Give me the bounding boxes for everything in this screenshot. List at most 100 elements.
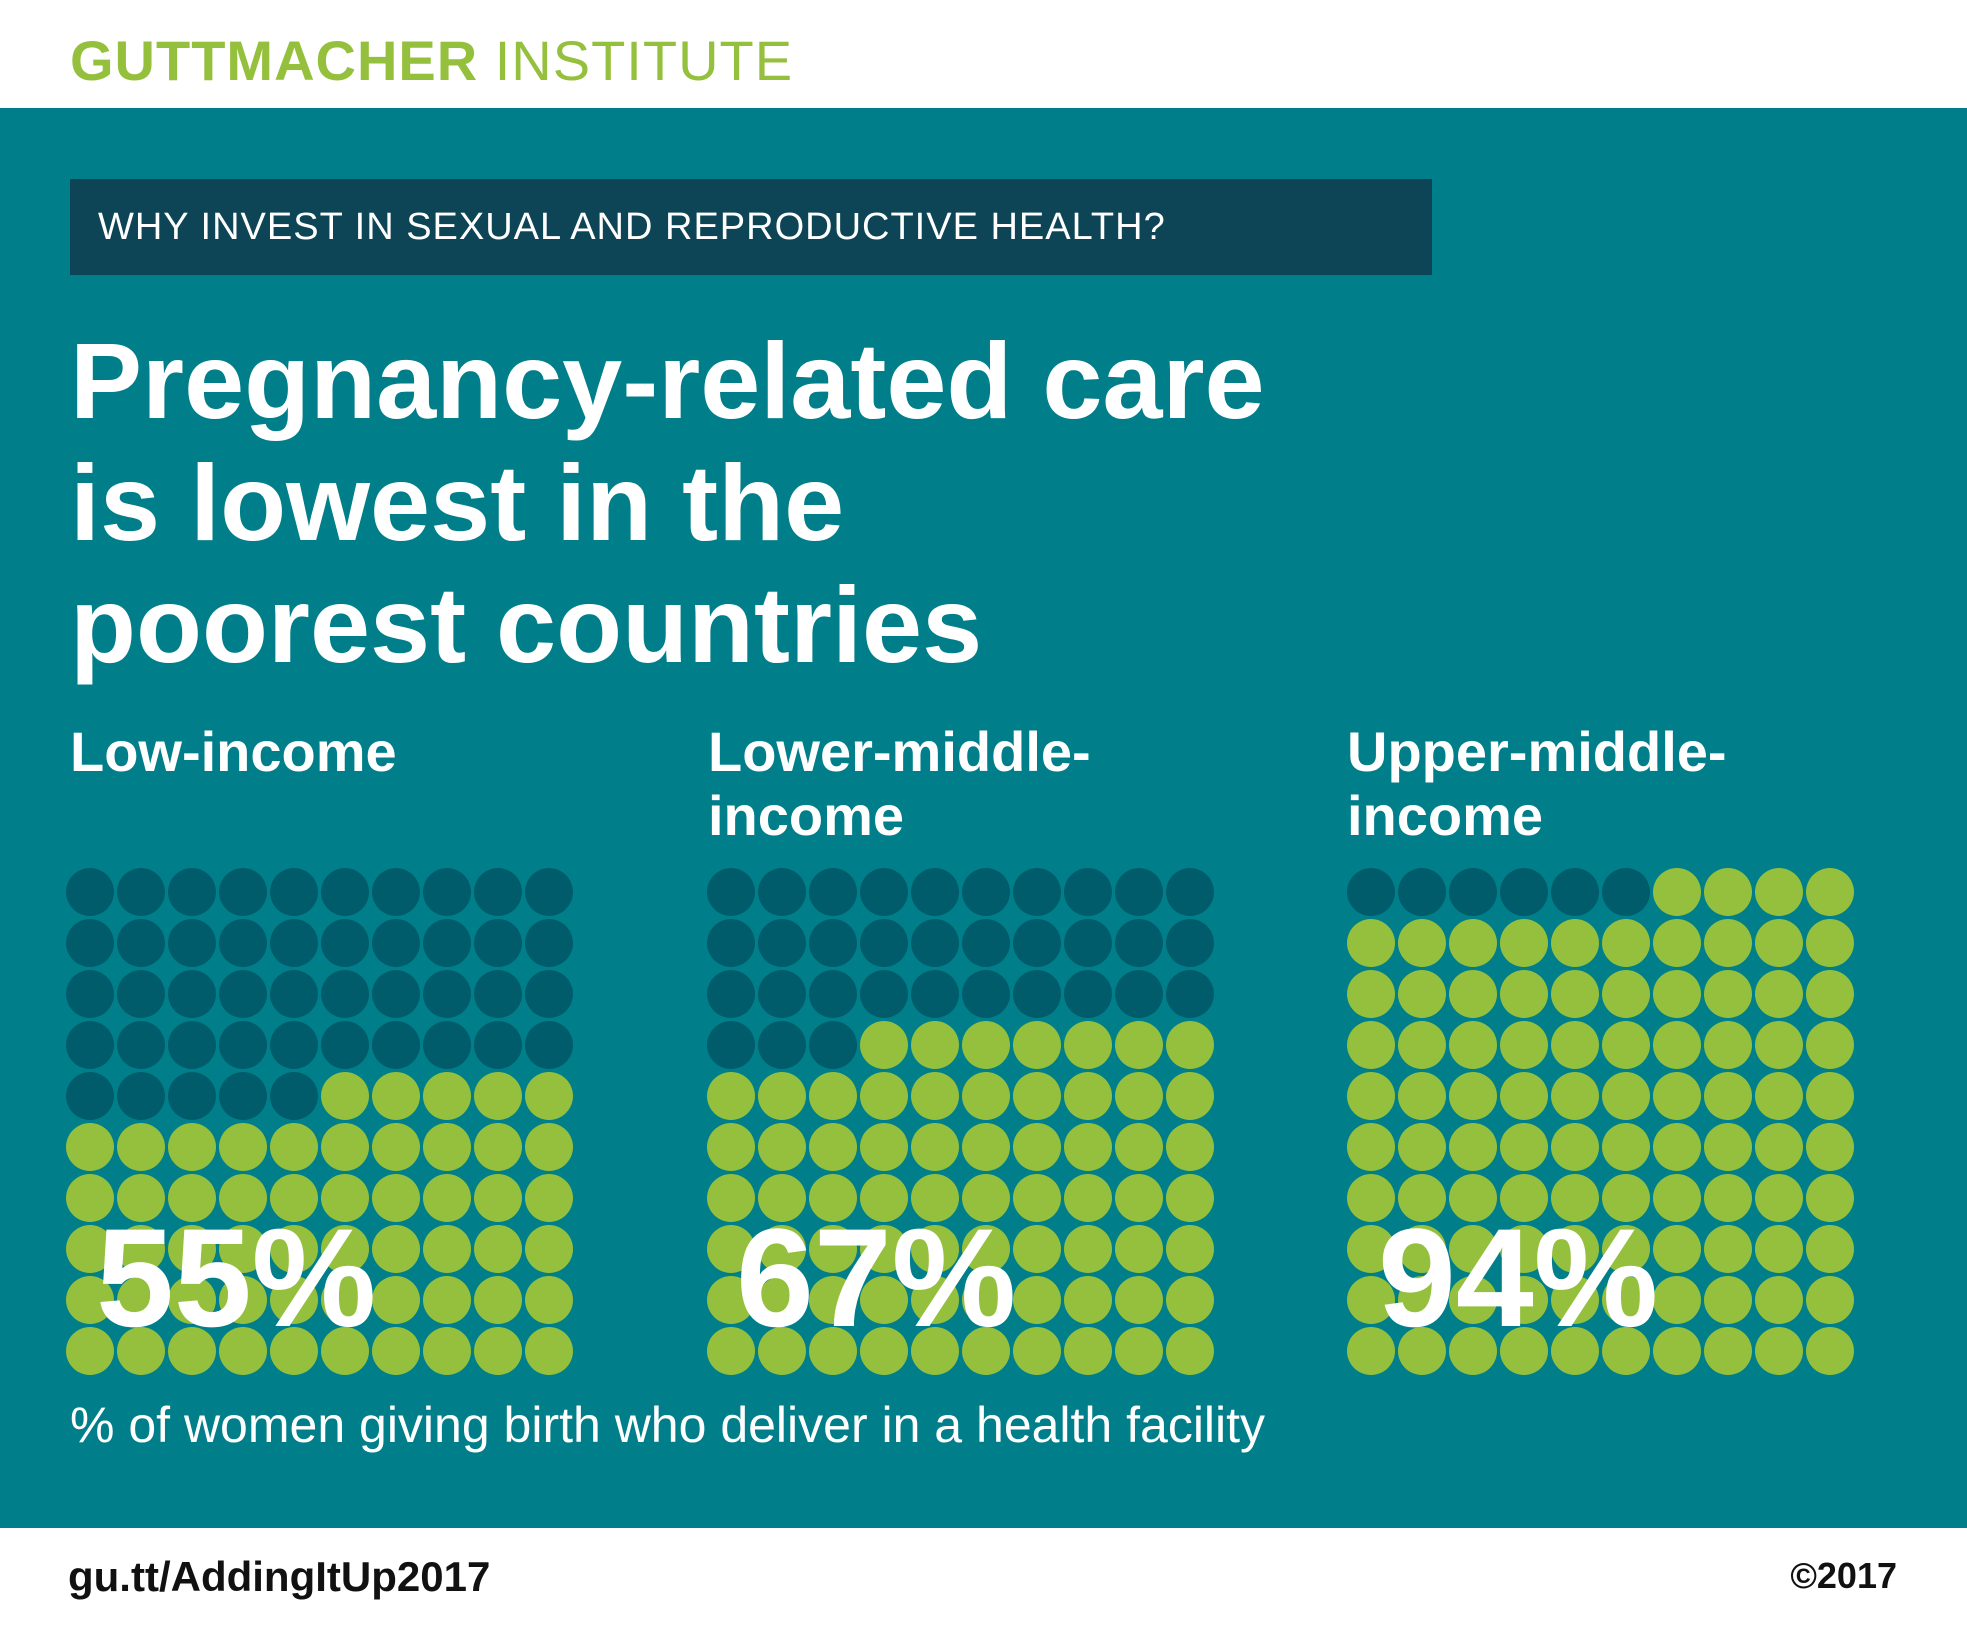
title-line-2: is lowest in the [70,442,845,563]
dot-filled [423,1174,471,1222]
dot-filled [1551,1225,1599,1273]
dot-filled [1398,1327,1446,1375]
dot-empty [1064,868,1112,916]
dot-empty [1500,868,1548,916]
dot-filled [66,1276,114,1324]
dot-filled [707,1225,755,1273]
dot-empty [117,1072,165,1120]
dot-filled [66,1327,114,1375]
dot-filled [1704,1276,1752,1324]
dot-filled [911,1225,959,1273]
dot-filled [1500,1225,1548,1273]
dot-empty [707,868,755,916]
dot-empty [66,868,114,916]
dot-filled [1704,1174,1752,1222]
dot-filled [1166,1276,1214,1324]
dot-filled [1806,868,1854,916]
dot-empty [66,1072,114,1120]
dot-filled [962,1225,1010,1273]
dot-filled [860,1174,908,1222]
group-label-low-income: Low-income [70,720,397,784]
dot-filled [1602,1021,1650,1069]
dot-filled [1398,1072,1446,1120]
dot-filled [1653,1072,1701,1120]
dot-filled [117,1327,165,1375]
dot-filled [809,1225,857,1273]
group-label-line2: income [708,784,905,847]
dot-empty [168,868,216,916]
dot-filled [66,1225,114,1273]
main-title: Pregnancy-related care is lowest in the … [70,320,1570,686]
footer-link[interactable]: gu.tt/AddingItUp2017 [68,1553,491,1600]
dot-empty [525,970,573,1018]
group-label-line2: income [1347,784,1544,847]
title-line-3: poorest countries [70,564,983,685]
dot-filled [321,1276,369,1324]
dot-filled [423,1225,471,1273]
dot-filled [423,1123,471,1171]
dot-empty [1347,868,1395,916]
dot-empty [1115,970,1163,1018]
dot-filled [372,1174,420,1222]
dot-filled [270,1174,318,1222]
dot-filled [1064,1225,1112,1273]
dot-empty [372,868,420,916]
brand-logo: GUTTMACHER INSTITUTE [70,28,793,93]
dot-filled [1115,1327,1163,1375]
dot-grid-low-income [66,868,576,1378]
dot-filled [707,1123,755,1171]
dot-filled [1551,1021,1599,1069]
dot-empty [758,919,806,967]
dot-filled [1704,1072,1752,1120]
dot-filled [1449,1327,1497,1375]
dot-filled [1013,1174,1061,1222]
dot-filled [1704,868,1752,916]
dot-filled [117,1174,165,1222]
dot-filled [1064,1072,1112,1120]
dot-filled [168,1276,216,1324]
dot-empty [321,1021,369,1069]
dot-filled [1602,970,1650,1018]
dot-empty [117,868,165,916]
dot-empty [372,970,420,1018]
dot-filled [758,1225,806,1273]
dot-filled [1064,1276,1112,1324]
dot-empty [474,1021,522,1069]
dot-filled [1115,1174,1163,1222]
dot-filled [1398,1174,1446,1222]
value-label-upper-middle-income: 94% [1378,1199,1659,1356]
chart-caption: % of women giving birth who deliver in a… [70,1397,1266,1453]
dot-filled [1704,970,1752,1018]
dot-empty [911,970,959,1018]
dot-filled [1551,1174,1599,1222]
dot-empty [809,868,857,916]
dot-filled [911,1021,959,1069]
dot-filled [1755,970,1803,1018]
dot-filled [1704,1327,1752,1375]
dot-filled [1347,1072,1395,1120]
dot-empty [525,1021,573,1069]
dot-filled [1755,1123,1803,1171]
dot-filled [423,1327,471,1375]
dot-empty [219,1072,267,1120]
dot-filled [1166,1327,1214,1375]
dot-empty [1064,919,1112,967]
dot-empty [758,970,806,1018]
dot-filled [1755,1174,1803,1222]
dot-filled [1347,919,1395,967]
dot-filled [809,1327,857,1375]
dot-filled [1449,1021,1497,1069]
title-line-1: Pregnancy-related care [70,320,1265,441]
dot-filled [474,1276,522,1324]
dot-filled [1653,970,1701,1018]
dot-filled [962,1174,1010,1222]
dot-empty [168,1072,216,1120]
dot-filled [758,1123,806,1171]
dot-empty [219,970,267,1018]
dot-filled [1398,1276,1446,1324]
dot-filled [1115,1123,1163,1171]
dot-filled [1653,1021,1701,1069]
dot-filled [1398,1021,1446,1069]
dot-filled [1653,868,1701,916]
dot-filled [962,1021,1010,1069]
